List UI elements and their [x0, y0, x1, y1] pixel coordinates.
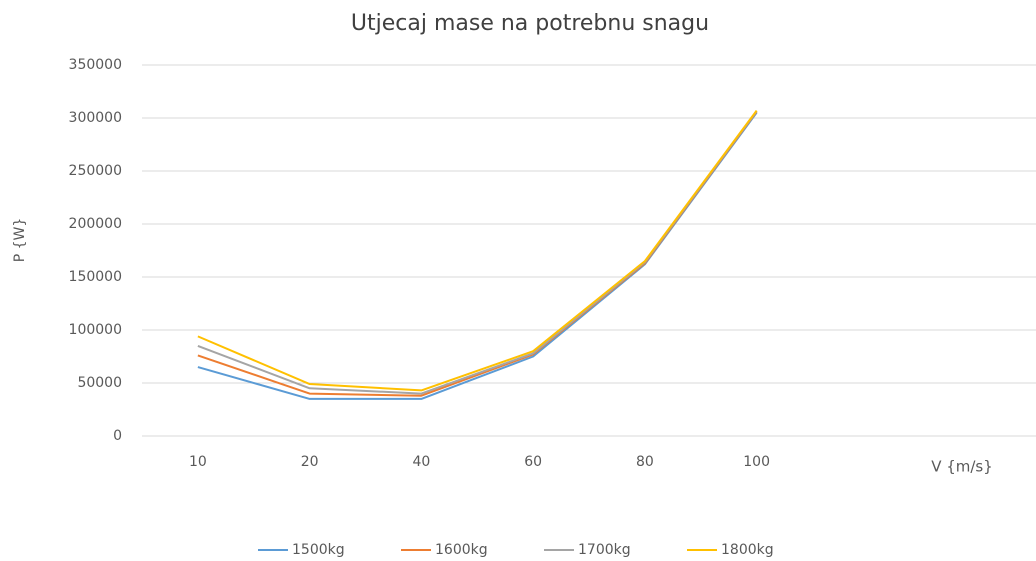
series-line — [197, 111, 758, 397]
x-axis-label: V {m/s} — [931, 458, 993, 476]
y-tick-label: 50000 — [77, 375, 122, 391]
series-line — [197, 109, 758, 392]
y-tick-label: 250000 — [69, 163, 122, 179]
x-tick-label: 10 — [189, 454, 207, 470]
y-tick-label: 0 — [113, 428, 122, 444]
y-tick-label: 150000 — [69, 269, 122, 285]
x-tick-label: 60 — [524, 454, 542, 470]
y-tick-label: 300000 — [69, 110, 122, 126]
legend-label: 1500kg — [292, 542, 345, 558]
series-line — [197, 110, 758, 395]
y-tick-label: 350000 — [69, 57, 122, 73]
x-tick-label: 80 — [636, 454, 654, 470]
x-tick-label: 100 — [743, 454, 770, 470]
y-tick-label: 200000 — [69, 216, 122, 232]
x-tick-label: 20 — [301, 454, 319, 470]
legend-label: 1600kg — [435, 542, 488, 558]
chart-title: Utjecaj mase na potrebnu snagu — [351, 11, 709, 36]
x-tick-label: 40 — [412, 454, 430, 470]
legend-label: 1800kg — [721, 542, 774, 558]
y-tick-label: 100000 — [69, 322, 122, 338]
series-line — [197, 112, 758, 400]
y-axis-label: P {W} — [12, 218, 28, 263]
legend-label: 1700kg — [578, 542, 631, 558]
